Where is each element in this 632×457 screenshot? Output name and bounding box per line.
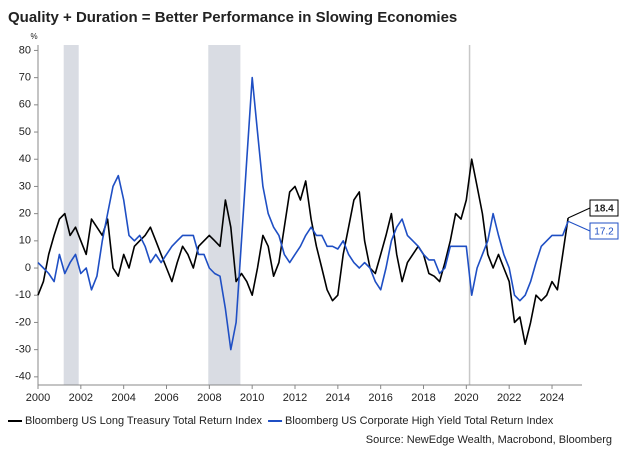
series-line	[37, 158, 569, 345]
end-label-box	[589, 222, 619, 240]
y-tick-label: -20	[15, 316, 31, 328]
x-tick-label: 2008	[197, 392, 221, 404]
x-tick-label: 2012	[283, 392, 307, 404]
end-label: 18.4	[594, 204, 614, 215]
y-tick-label: 20	[19, 208, 31, 220]
series-line	[37, 76, 569, 351]
end-leader	[567, 207, 591, 219]
y-tick-label: -10	[15, 289, 31, 301]
legend-label: Bloomberg US Corporate High Yield Total …	[285, 415, 554, 427]
x-tick-label: 2006	[154, 392, 178, 404]
end-label-box	[589, 199, 619, 217]
x-tick-label: 2014	[326, 392, 350, 404]
x-tick-label: 2000	[26, 392, 50, 404]
end-label: 17.2	[594, 227, 614, 238]
x-tick-label: 2024	[540, 392, 564, 404]
x-tick-label: 2010	[240, 392, 264, 404]
chart-title: Quality + Duration = Better Performance …	[8, 9, 457, 26]
recession-band	[63, 45, 79, 385]
y-tick-label: -40	[15, 371, 31, 383]
source: Source: NewEdge Wealth, Macrobond, Bloom…	[366, 434, 612, 446]
y-tick-label: 30	[19, 180, 31, 192]
y-tick-label: 70	[19, 72, 31, 84]
y-tick-label: 40	[19, 153, 31, 165]
x-tick-label: 2022	[497, 392, 521, 404]
x-tick-label: 2018	[411, 392, 435, 404]
y-unit: %	[30, 32, 37, 41]
x-tick-label: 2002	[69, 392, 93, 404]
x-tick-label: 2020	[454, 392, 478, 404]
y-tick-label: 50	[19, 126, 31, 138]
y-tick-label: 60	[19, 99, 31, 111]
y-tick-label: -30	[15, 344, 31, 356]
end-leader	[567, 220, 591, 232]
x-tick-label: 2016	[368, 392, 392, 404]
legend-label: Bloomberg US Long Treasury Total Return …	[25, 415, 263, 427]
y-tick-label: 0	[25, 262, 31, 274]
y-tick-label: 80	[19, 44, 31, 56]
y-tick-label: 10	[19, 235, 31, 247]
x-tick-label: 2004	[111, 392, 135, 404]
